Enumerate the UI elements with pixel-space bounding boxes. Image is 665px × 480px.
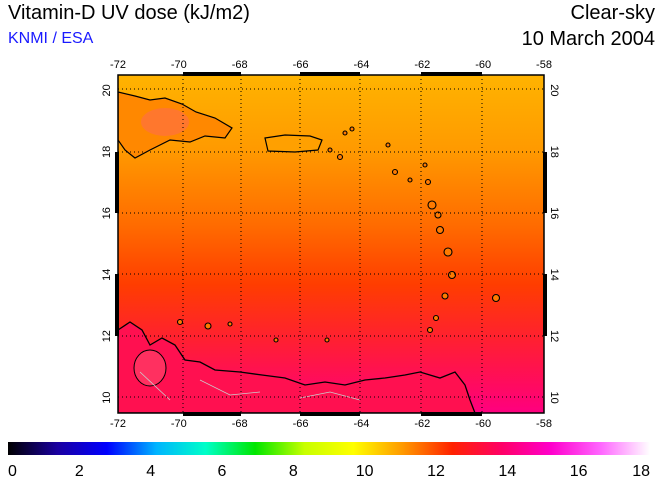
longitude-label: -68: [232, 59, 248, 71]
longitude-label: -72: [110, 418, 126, 430]
island-puerto-rico: [264, 134, 323, 153]
coast-south-america: [118, 321, 476, 413]
longitude-label: -70: [171, 59, 187, 71]
colorbar-label: 16: [570, 463, 588, 480]
longitude-label: -72: [110, 59, 126, 71]
latitude-label: 14: [101, 269, 113, 281]
longitude-label: -64: [353, 418, 369, 430]
longitude-label: -70: [171, 418, 187, 430]
uv-dose-field: [118, 75, 544, 413]
latitude-label: 16: [101, 207, 113, 219]
longitude-label: -60: [475, 59, 491, 71]
longitude-label: -64: [353, 59, 369, 71]
colorbar-label: 2: [75, 463, 84, 480]
latitude-label: 12: [101, 330, 113, 342]
colorbar: [8, 442, 650, 455]
colorbar-label: 0: [8, 463, 17, 480]
islands-lesser-antilles: [176, 126, 501, 343]
latitude-labels-right: 20 18 16 14 12 10: [548, 84, 560, 404]
colorbar-labels: 0 2 4 6 8 10 12 14 16 18: [8, 463, 650, 480]
longitude-label: -66: [293, 418, 309, 430]
latitude-label: 10: [548, 392, 560, 404]
latitude-labels-left: 20 18 16 14 12 10: [101, 84, 113, 404]
date-label: 10 March 2004: [521, 28, 655, 50]
colorbar-label: 8: [289, 463, 298, 480]
latitude-label: 20: [101, 84, 113, 96]
colorbar-label: 10: [356, 463, 374, 480]
colorbar-label: 4: [146, 463, 155, 480]
credit-label: KNMI / ESA: [8, 30, 94, 47]
latitude-label: 18: [101, 146, 113, 158]
longitude-label: -58: [536, 418, 552, 430]
longitude-label: -66: [293, 59, 309, 71]
colorbar-label: 14: [498, 463, 516, 480]
lake-maracaibo: [133, 349, 167, 387]
longitude-label: -60: [475, 418, 491, 430]
latitude-label: 16: [548, 207, 560, 219]
longitude-label: -58: [536, 59, 552, 71]
graticule: [118, 75, 544, 413]
longitude-label: -62: [414, 418, 430, 430]
colorbar-label: 6: [218, 463, 227, 480]
longitude-labels-bottom: -72 -70 -68 -66 -64 -62 -60 -58: [110, 418, 552, 430]
latitude-label: 14: [548, 269, 560, 281]
colorbar-label: 12: [427, 463, 445, 480]
latitude-label: 18: [548, 146, 560, 158]
longitude-labels-top: -72 -70 -68 -66 -64 -62 -60 -58: [110, 59, 552, 71]
sky-condition-label: Clear-sky: [570, 2, 655, 24]
longitude-label: -62: [414, 59, 430, 71]
latitude-label: 20: [548, 84, 560, 96]
colorbar-label: 18: [632, 463, 650, 480]
map-title: Vitamin-D UV dose (kJ/m2): [8, 2, 250, 24]
map-border-ticks: [115, 72, 547, 416]
longitude-label: -68: [232, 418, 248, 430]
latitude-label: 12: [548, 330, 560, 342]
latitude-label: 10: [101, 392, 113, 404]
